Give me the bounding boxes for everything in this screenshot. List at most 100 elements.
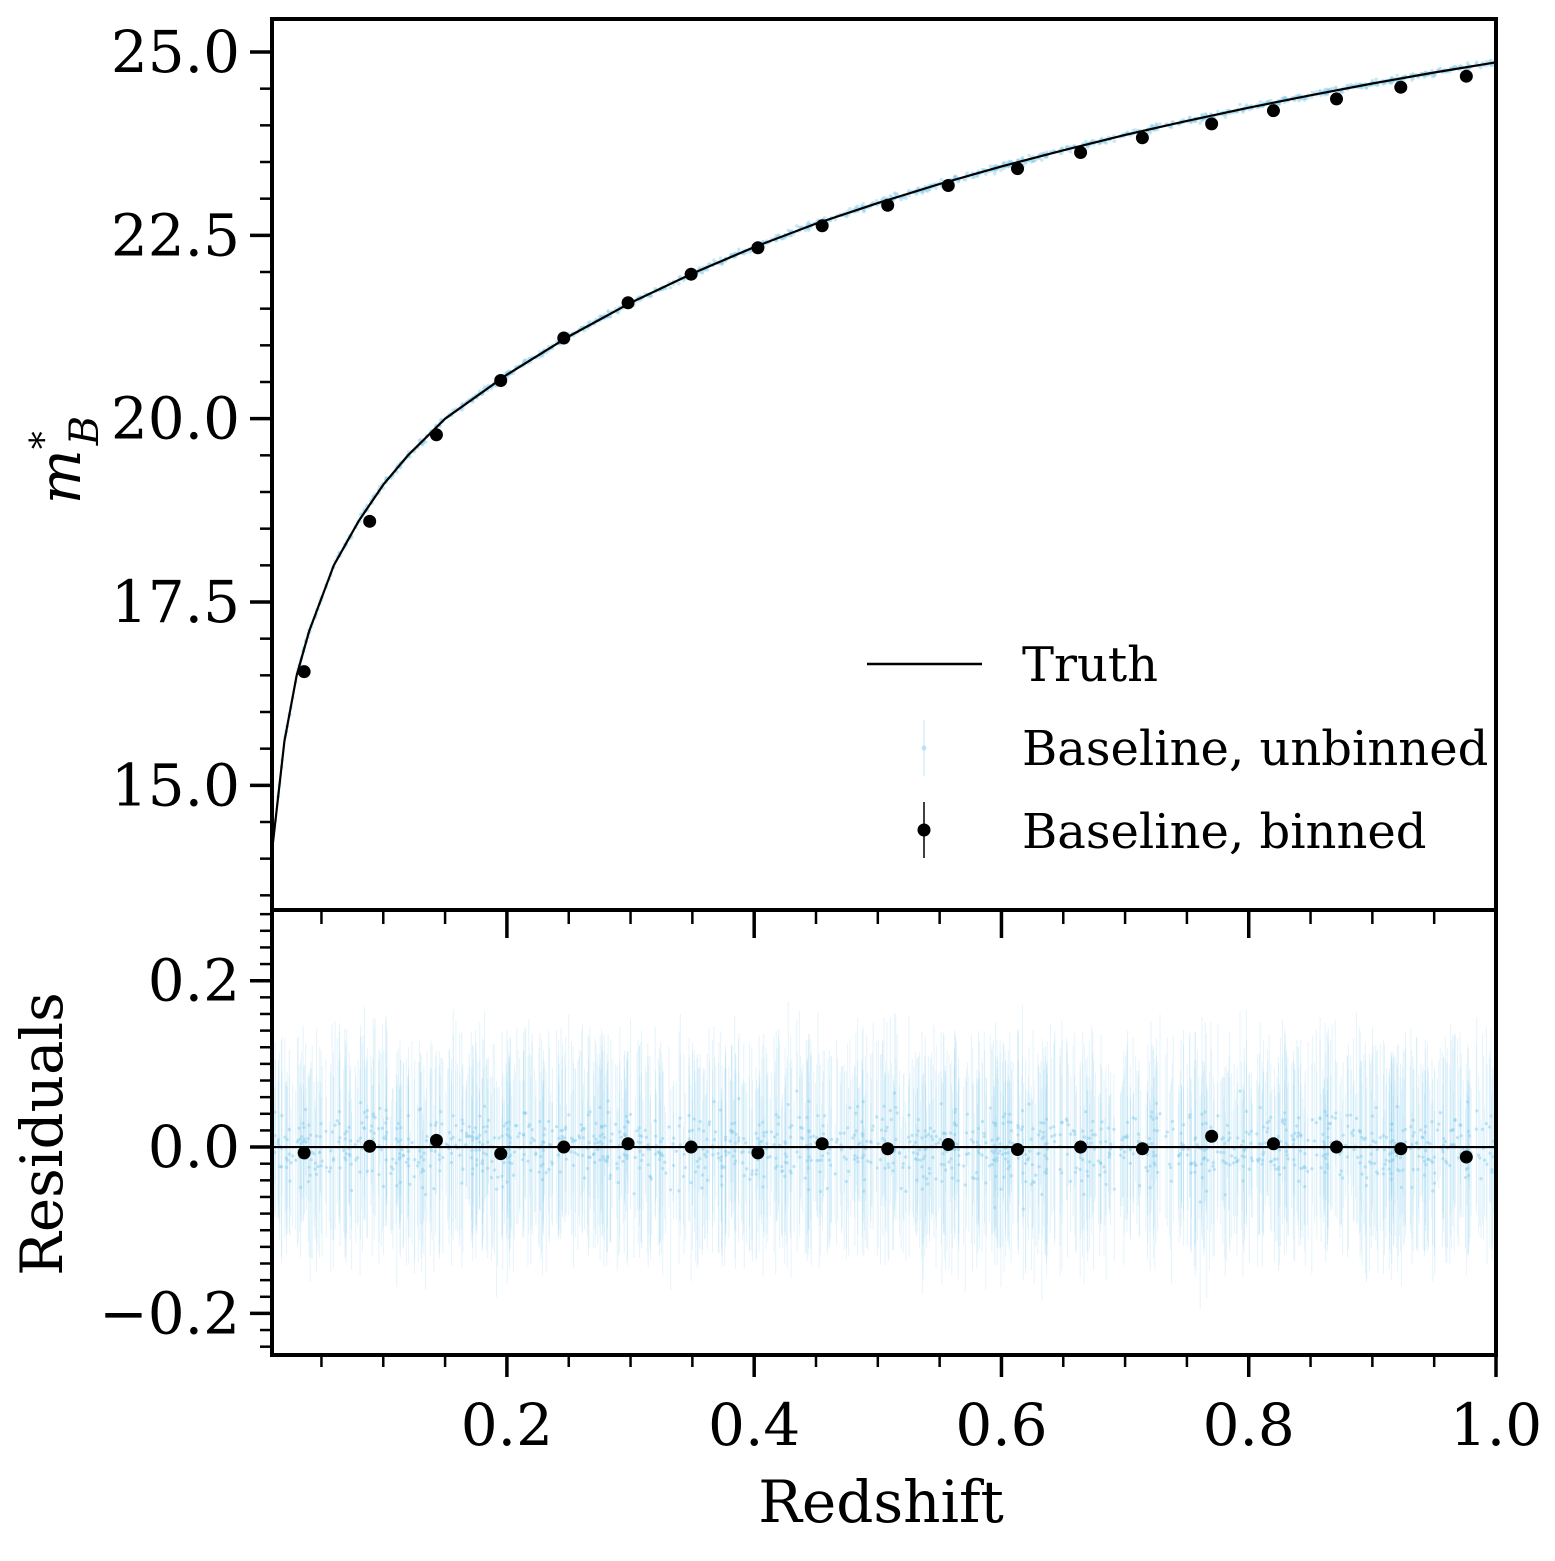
- residual-unbinned-point: [283, 1135, 287, 1139]
- residual-unbinned-point: [420, 1185, 425, 1190]
- residual-unbinned-point: [1002, 1175, 1006, 1179]
- unbinned-point: [924, 189, 929, 193]
- residual-unbinned-point: [901, 1162, 905, 1166]
- residual-unbinned-point: [1488, 1151, 1492, 1155]
- residual-unbinned-point: [354, 1158, 358, 1162]
- residual-unbinned-point: [1345, 1155, 1350, 1159]
- residual-unbinned-point: [936, 1141, 941, 1145]
- residual-unbinned-point: [464, 1134, 469, 1138]
- residual-unbinned-point: [1167, 1162, 1172, 1166]
- unbinned-point: [1032, 159, 1036, 163]
- residual-unbinned-point: [1240, 1154, 1244, 1158]
- residual-unbinned-point: [581, 1153, 585, 1158]
- residual-unbinned-point: [1393, 1141, 1397, 1145]
- residual-unbinned-point: [1260, 1142, 1264, 1146]
- residual-unbinned-point: [757, 1142, 761, 1146]
- residual-unbinned-point: [1455, 1135, 1460, 1140]
- unbinned-point: [1340, 90, 1345, 94]
- residual-unbinned-point: [384, 1158, 388, 1162]
- residual-unbinned-point: [471, 1130, 475, 1134]
- residual-unbinned-point: [507, 1147, 511, 1152]
- residual-unbinned-point: [716, 1151, 720, 1156]
- residual-unbinned-point: [723, 1149, 728, 1153]
- residual-unbinned-point: [705, 1178, 710, 1182]
- unbinned-point: [677, 281, 681, 286]
- unbinned-point: [460, 408, 464, 412]
- residual-unbinned-point: [641, 1153, 645, 1157]
- residual-unbinned-point: [625, 1156, 629, 1160]
- residual-unbinned-point: [1211, 1164, 1215, 1168]
- residual-unbinned-point: [343, 1137, 347, 1141]
- residual-unbinned-point: [1150, 1110, 1154, 1114]
- residual-unbinned-point: [358, 1136, 362, 1140]
- residual-unbinned-point: [482, 1125, 486, 1129]
- residual-unbinned-point: [586, 1113, 590, 1117]
- residual-unbinned-point: [365, 1169, 370, 1173]
- residual-unbinned-point: [744, 1141, 748, 1145]
- residual-unbinned-point: [1384, 1135, 1389, 1139]
- residual-unbinned-point: [687, 1129, 692, 1133]
- unbinned-point: [999, 168, 1003, 173]
- unbinned-point: [1410, 78, 1414, 82]
- residual-unbinned-point: [1257, 1142, 1262, 1146]
- unbinned-point: [1303, 98, 1307, 102]
- residual-unbinned-point: [1068, 1179, 1073, 1183]
- residual-unbinned-point: [588, 1110, 592, 1114]
- residual-unbinned-point: [756, 1136, 760, 1141]
- residual-unbinned-point: [1399, 1185, 1404, 1190]
- residual-unbinned-point: [852, 1133, 857, 1137]
- unbinned-point: [970, 175, 975, 180]
- residual-unbinned-point: [338, 1136, 342, 1140]
- residual-unbinned-point: [371, 1137, 375, 1141]
- residual-unbinned-point: [487, 1118, 491, 1122]
- unbinned-point: [1345, 83, 1350, 88]
- residual-unbinned-point: [677, 1124, 681, 1128]
- residual-unbinned-point: [1312, 1139, 1317, 1143]
- residual-unbinned-point: [280, 1113, 284, 1118]
- residual-unbinned-point: [1424, 1163, 1428, 1167]
- residual-unbinned-point: [1443, 1139, 1447, 1144]
- residual-unbinned-point: [541, 1148, 545, 1152]
- residual-unbinned-point: [990, 1149, 994, 1153]
- residual-unbinned-point: [470, 1172, 475, 1176]
- residual-unbinned-point: [398, 1180, 402, 1185]
- unbinned-point: [1200, 113, 1204, 117]
- unbinned-point: [423, 440, 428, 444]
- residual-unbinned-point: [1081, 1129, 1085, 1133]
- residual-unbinned-point: [338, 1166, 342, 1170]
- residual-unbinned-point: [695, 1159, 699, 1163]
- unbinned-point: [523, 358, 528, 362]
- residual-unbinned-point: [1422, 1159, 1426, 1163]
- residual-unbinned-point: [1267, 1119, 1271, 1123]
- residual-unbinned-point: [1476, 1153, 1481, 1157]
- residual-unbinned-point: [742, 1137, 746, 1141]
- residual-unbinned-point: [774, 1156, 778, 1160]
- residual-unbinned-point: [529, 1168, 533, 1173]
- residual-unbinned-point: [1204, 1121, 1208, 1126]
- residual-unbinned-point: [1099, 1140, 1103, 1144]
- residual-unbinned-point: [703, 1152, 707, 1156]
- residual-unbinned-point: [484, 1130, 488, 1134]
- residual-unbinned-point: [594, 1137, 598, 1141]
- residual-unbinned-point: [734, 1132, 738, 1136]
- residual-unbinned-point: [1272, 1163, 1276, 1167]
- residual-unbinned-point: [1040, 1136, 1044, 1141]
- unbinned-point: [1112, 139, 1117, 144]
- residual-unbinned-point: [1020, 1109, 1025, 1113]
- residual-unbinned-point: [486, 1166, 490, 1170]
- residual-unbinned-point: [809, 1135, 813, 1139]
- unbinned-point: [895, 192, 899, 196]
- residual-unbinned-point: [530, 1136, 534, 1140]
- unbinned-point: [1374, 77, 1378, 82]
- residual-unbinned-point: [1060, 1171, 1064, 1175]
- residual-unbinned-point: [439, 1110, 443, 1114]
- residual-unbinned-point: [754, 1172, 758, 1176]
- residual-unbinned-point: [1426, 1157, 1431, 1161]
- residual-unbinned-point: [337, 1140, 341, 1144]
- residual-unbinned-point: [876, 1142, 880, 1146]
- residual-unbinned-point: [1441, 1150, 1445, 1154]
- residual-unbinned-point: [1360, 1172, 1364, 1176]
- residual-unbinned-point: [1435, 1128, 1440, 1132]
- residual-unbinned-point: [1207, 1169, 1212, 1173]
- residual-unbinned-point: [733, 1121, 737, 1125]
